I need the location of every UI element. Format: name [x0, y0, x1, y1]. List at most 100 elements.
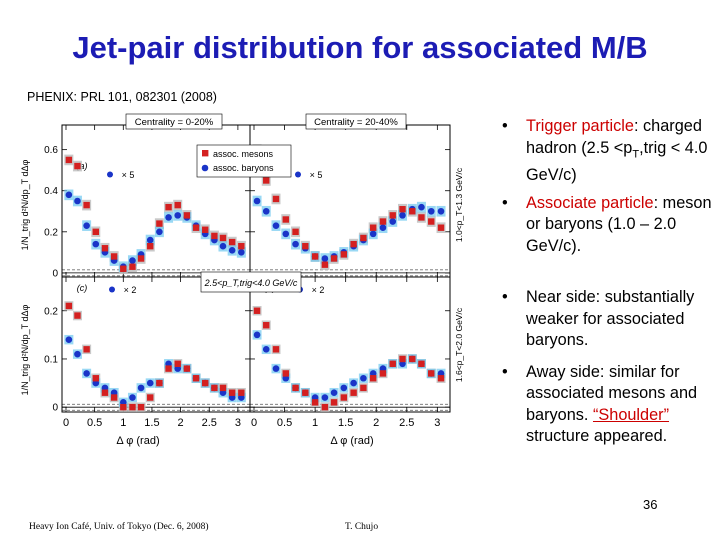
- meson-point: [147, 394, 154, 401]
- shoulder-tail: structure appeared.: [526, 427, 668, 446]
- baryon-point: [74, 197, 81, 205]
- meson-point: [389, 212, 396, 219]
- meson-point: [228, 238, 236, 246]
- meson-point: [219, 384, 227, 392]
- baryon-point: [418, 203, 425, 211]
- baryon-point: [174, 212, 182, 219]
- meson-point: [110, 394, 118, 401]
- trigger-particle-sub: T: [632, 147, 640, 160]
- trigger-annotation-box: [200, 271, 302, 293]
- y-tick-label-a: 0.4: [44, 186, 58, 197]
- scale-marker-b: [295, 171, 301, 178]
- baryon-point: [146, 236, 154, 244]
- baryon-point: [437, 207, 445, 215]
- baryon-point: [253, 197, 261, 205]
- jet-pair-figure: 00.20.40.6(a)× 5(b)× 500.10.2(c)× 2(d)× …: [10, 110, 480, 455]
- meson-point: [192, 375, 200, 382]
- meson-point: [389, 360, 396, 367]
- baryon-point: [253, 331, 261, 339]
- meson-point: [253, 307, 261, 314]
- meson-point: [360, 234, 367, 242]
- baryon-point: [137, 384, 145, 392]
- associate-particle-text: : meson or baryons (1.0 – 2.0 GeV/c).: [526, 193, 712, 255]
- meson-point: [350, 240, 357, 248]
- footer-author: T. Chujo: [345, 522, 379, 532]
- meson-point: [202, 226, 209, 233]
- baryon-point: [350, 379, 357, 387]
- centrality-header-b: Centrality = 20-40%: [314, 117, 398, 128]
- meson-point: [65, 156, 73, 164]
- baryon-point: [321, 394, 329, 401]
- legend-meson-label: assoc. mesons: [213, 149, 274, 159]
- associate-particle-term: Associate particle: [526, 193, 654, 212]
- meson-point: [409, 355, 416, 363]
- meson-point: [360, 384, 367, 392]
- baryon-point: [389, 218, 397, 225]
- baryon-point: [92, 240, 100, 248]
- x-tick-label: 3: [434, 417, 440, 429]
- bullet-trigger-particle: Trigger particle: charged hadron (2.5 <p…: [498, 116, 720, 187]
- meson-point: [183, 212, 191, 219]
- meson-point: [321, 403, 329, 411]
- baryon-point: [238, 249, 245, 256]
- jet-pair-chart: 00.20.40.6(a)× 5(b)× 500.10.2(c)× 2(d)× …: [20, 113, 464, 447]
- meson-point: [263, 322, 270, 329]
- baryon-point: [65, 191, 73, 199]
- baryon-point: [219, 242, 227, 250]
- meson-point: [92, 375, 99, 382]
- meson-point: [211, 384, 218, 392]
- baryon-point: [129, 394, 136, 401]
- baryon-point: [74, 350, 81, 358]
- meson-point: [174, 360, 181, 367]
- meson-point: [399, 355, 406, 363]
- scale-marker-c: [109, 286, 115, 293]
- baryon-point: [156, 228, 163, 236]
- reference-citation: PHENIX: PRL 101, 082301 (2008): [27, 90, 217, 104]
- scale-marker-a: [107, 171, 113, 178]
- meson-point: [302, 242, 309, 250]
- legend-baryon-marker: [201, 164, 209, 172]
- baryon-point: [83, 222, 90, 229]
- meson-point: [156, 220, 163, 227]
- x-tick-label: 2: [373, 417, 379, 429]
- right-axis-label-top: 1.0<p_T<1.3 GeV/c: [454, 167, 464, 242]
- y-tick-label-a: 0.2: [44, 227, 58, 238]
- x-tick-label: 1: [120, 417, 126, 429]
- centrality-header-box-b: [305, 113, 407, 130]
- baryon-point: [360, 374, 367, 382]
- meson-point: [101, 245, 109, 252]
- centrality-header-a: Centrality = 0-20%: [135, 117, 214, 128]
- near-side-text: Near side: substantially weaker for asso…: [526, 288, 695, 350]
- meson-point: [174, 201, 181, 209]
- legend-box: [196, 144, 292, 178]
- meson-point: [379, 370, 387, 377]
- meson-point: [238, 389, 245, 396]
- meson-point: [137, 403, 145, 411]
- bullet-away-side: Away side: similar for associated mesons…: [498, 362, 720, 448]
- meson-point: [92, 228, 99, 236]
- y-axis-title-bottom: 1/N_trig d²N/dp_T dΔφ: [20, 304, 30, 395]
- meson-point: [192, 224, 200, 231]
- meson-point: [211, 232, 218, 240]
- trigger-particle-text: : charged hadron (2.5 <p: [526, 117, 702, 157]
- baryon-point: [321, 255, 329, 262]
- meson-point: [183, 365, 191, 372]
- baryon-point: [262, 346, 270, 353]
- meson-point: [302, 389, 309, 396]
- x-tick-label: 1: [312, 417, 318, 429]
- y-tick-label-a: 0.6: [44, 145, 58, 156]
- shoulder-term: “Shoulder”: [592, 405, 670, 424]
- panel-label-c: (c): [77, 283, 88, 293]
- meson-point: [350, 389, 357, 396]
- baryon-point: [272, 365, 280, 372]
- meson-point: [219, 234, 227, 242]
- meson-point: [340, 394, 348, 401]
- footer-event: Heavy Ion Café, Univ. of Tokyo (Dec. 6, …: [29, 522, 209, 532]
- baryon-point: [399, 212, 406, 219]
- meson-point: [330, 399, 338, 406]
- meson-point: [437, 224, 445, 231]
- legend-baryon-label: assoc. baryons: [213, 163, 274, 173]
- meson-point: [202, 379, 209, 387]
- meson-point: [311, 399, 319, 406]
- bullet-associate-particle: Associate particle: meson or baryons (1.…: [498, 193, 720, 258]
